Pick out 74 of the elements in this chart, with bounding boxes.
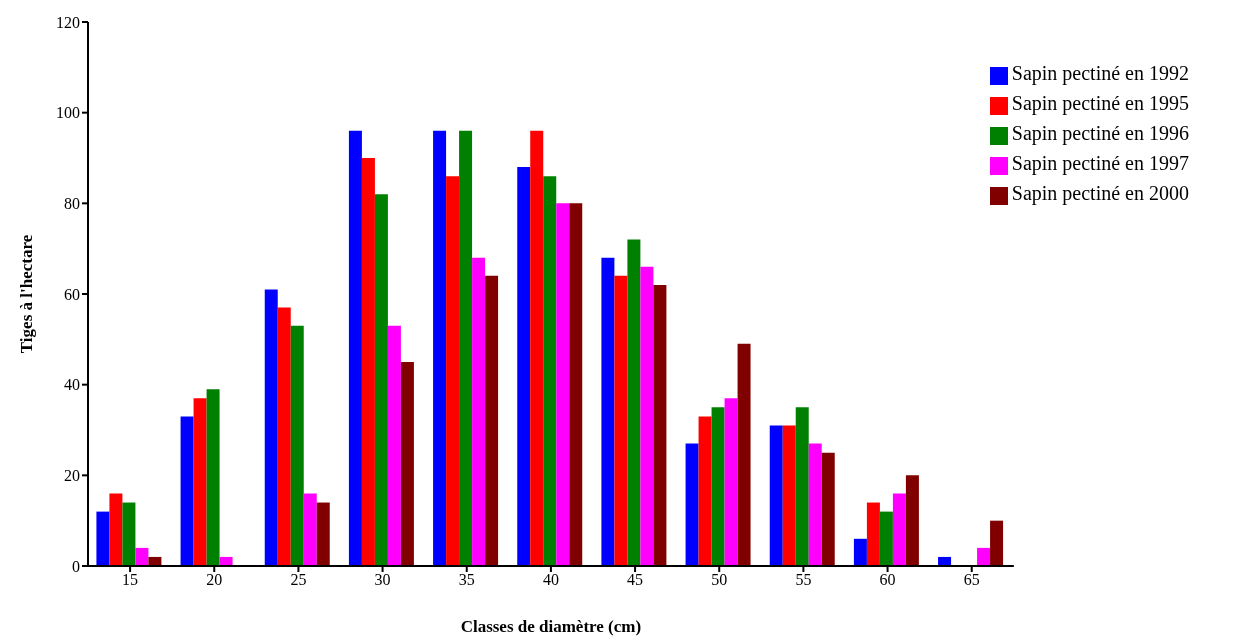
bar — [374, 194, 388, 566]
bar — [361, 158, 375, 566]
y-tick-label: 100 — [56, 104, 80, 122]
x-tick-label: 25 — [290, 571, 307, 589]
y-tick-label: 20 — [64, 467, 80, 485]
bar — [556, 203, 570, 566]
bar — [446, 176, 460, 566]
bar — [543, 176, 557, 566]
x-tick-label: 50 — [711, 571, 728, 589]
bar — [96, 511, 110, 566]
bar — [348, 130, 362, 566]
bar — [277, 307, 291, 566]
bar — [122, 502, 136, 566]
bar — [206, 389, 220, 566]
bar — [698, 416, 712, 566]
y-tick-label: 40 — [64, 376, 80, 394]
bar — [892, 493, 906, 566]
bar — [808, 443, 822, 566]
x-tick-label: 30 — [374, 571, 391, 589]
y-tick-label: 60 — [64, 285, 80, 303]
bar — [530, 130, 544, 566]
bar — [990, 520, 1004, 566]
bar — [685, 443, 699, 566]
bar — [264, 289, 278, 566]
bar — [795, 407, 809, 566]
bar — [180, 416, 194, 566]
bar — [517, 167, 531, 566]
y-axis-title: Tiges à l'hectare — [17, 234, 37, 354]
bar — [601, 257, 615, 566]
bar — [905, 475, 919, 566]
x-tick-label: 20 — [206, 571, 223, 589]
y-tick-label: 120 — [56, 13, 80, 31]
bar — [866, 502, 880, 566]
bar — [485, 275, 499, 566]
bar — [472, 257, 486, 566]
legend-label: Sapin pectiné en 1995 — [1011, 92, 1189, 114]
bar — [303, 493, 317, 566]
x-tick-label: 40 — [542, 571, 559, 589]
x-tick-label: 55 — [795, 571, 812, 589]
y-tick-label: 0 — [72, 557, 80, 575]
bar — [433, 130, 447, 566]
bar — [135, 547, 149, 566]
bar — [316, 502, 330, 566]
bar — [569, 203, 583, 566]
legend-label: Sapin pectiné en 1996 — [1011, 122, 1189, 144]
bar — [640, 266, 654, 566]
x-tick-label: 60 — [879, 571, 896, 589]
bar — [782, 425, 796, 566]
legend-label: Sapin pectiné en 2000 — [1011, 182, 1189, 204]
bar — [711, 407, 725, 566]
x-tick-label: 15 — [122, 571, 139, 589]
bar — [290, 325, 304, 566]
legend-label: Sapin pectiné en 1992 — [1011, 62, 1189, 84]
bar — [724, 398, 738, 566]
bar — [879, 511, 893, 566]
bar — [977, 547, 991, 566]
bar — [193, 398, 207, 566]
x-tick-label: 65 — [963, 571, 980, 589]
bar — [614, 275, 628, 566]
y-tick-label: 80 — [64, 195, 80, 213]
bar — [459, 130, 473, 566]
x-axis-title: Classes de diamètre (cm) — [460, 617, 642, 637]
bar — [627, 239, 641, 566]
bar — [400, 362, 414, 566]
bar — [109, 493, 123, 566]
bar — [853, 538, 867, 566]
bar — [769, 425, 783, 566]
x-tick-label: 45 — [627, 571, 644, 589]
x-tick-label: 35 — [458, 571, 475, 589]
legend-label: Sapin pectiné en 1997 — [1011, 152, 1189, 174]
bar — [653, 284, 667, 566]
bar — [821, 452, 835, 566]
bar — [737, 343, 751, 566]
bar — [387, 325, 401, 566]
